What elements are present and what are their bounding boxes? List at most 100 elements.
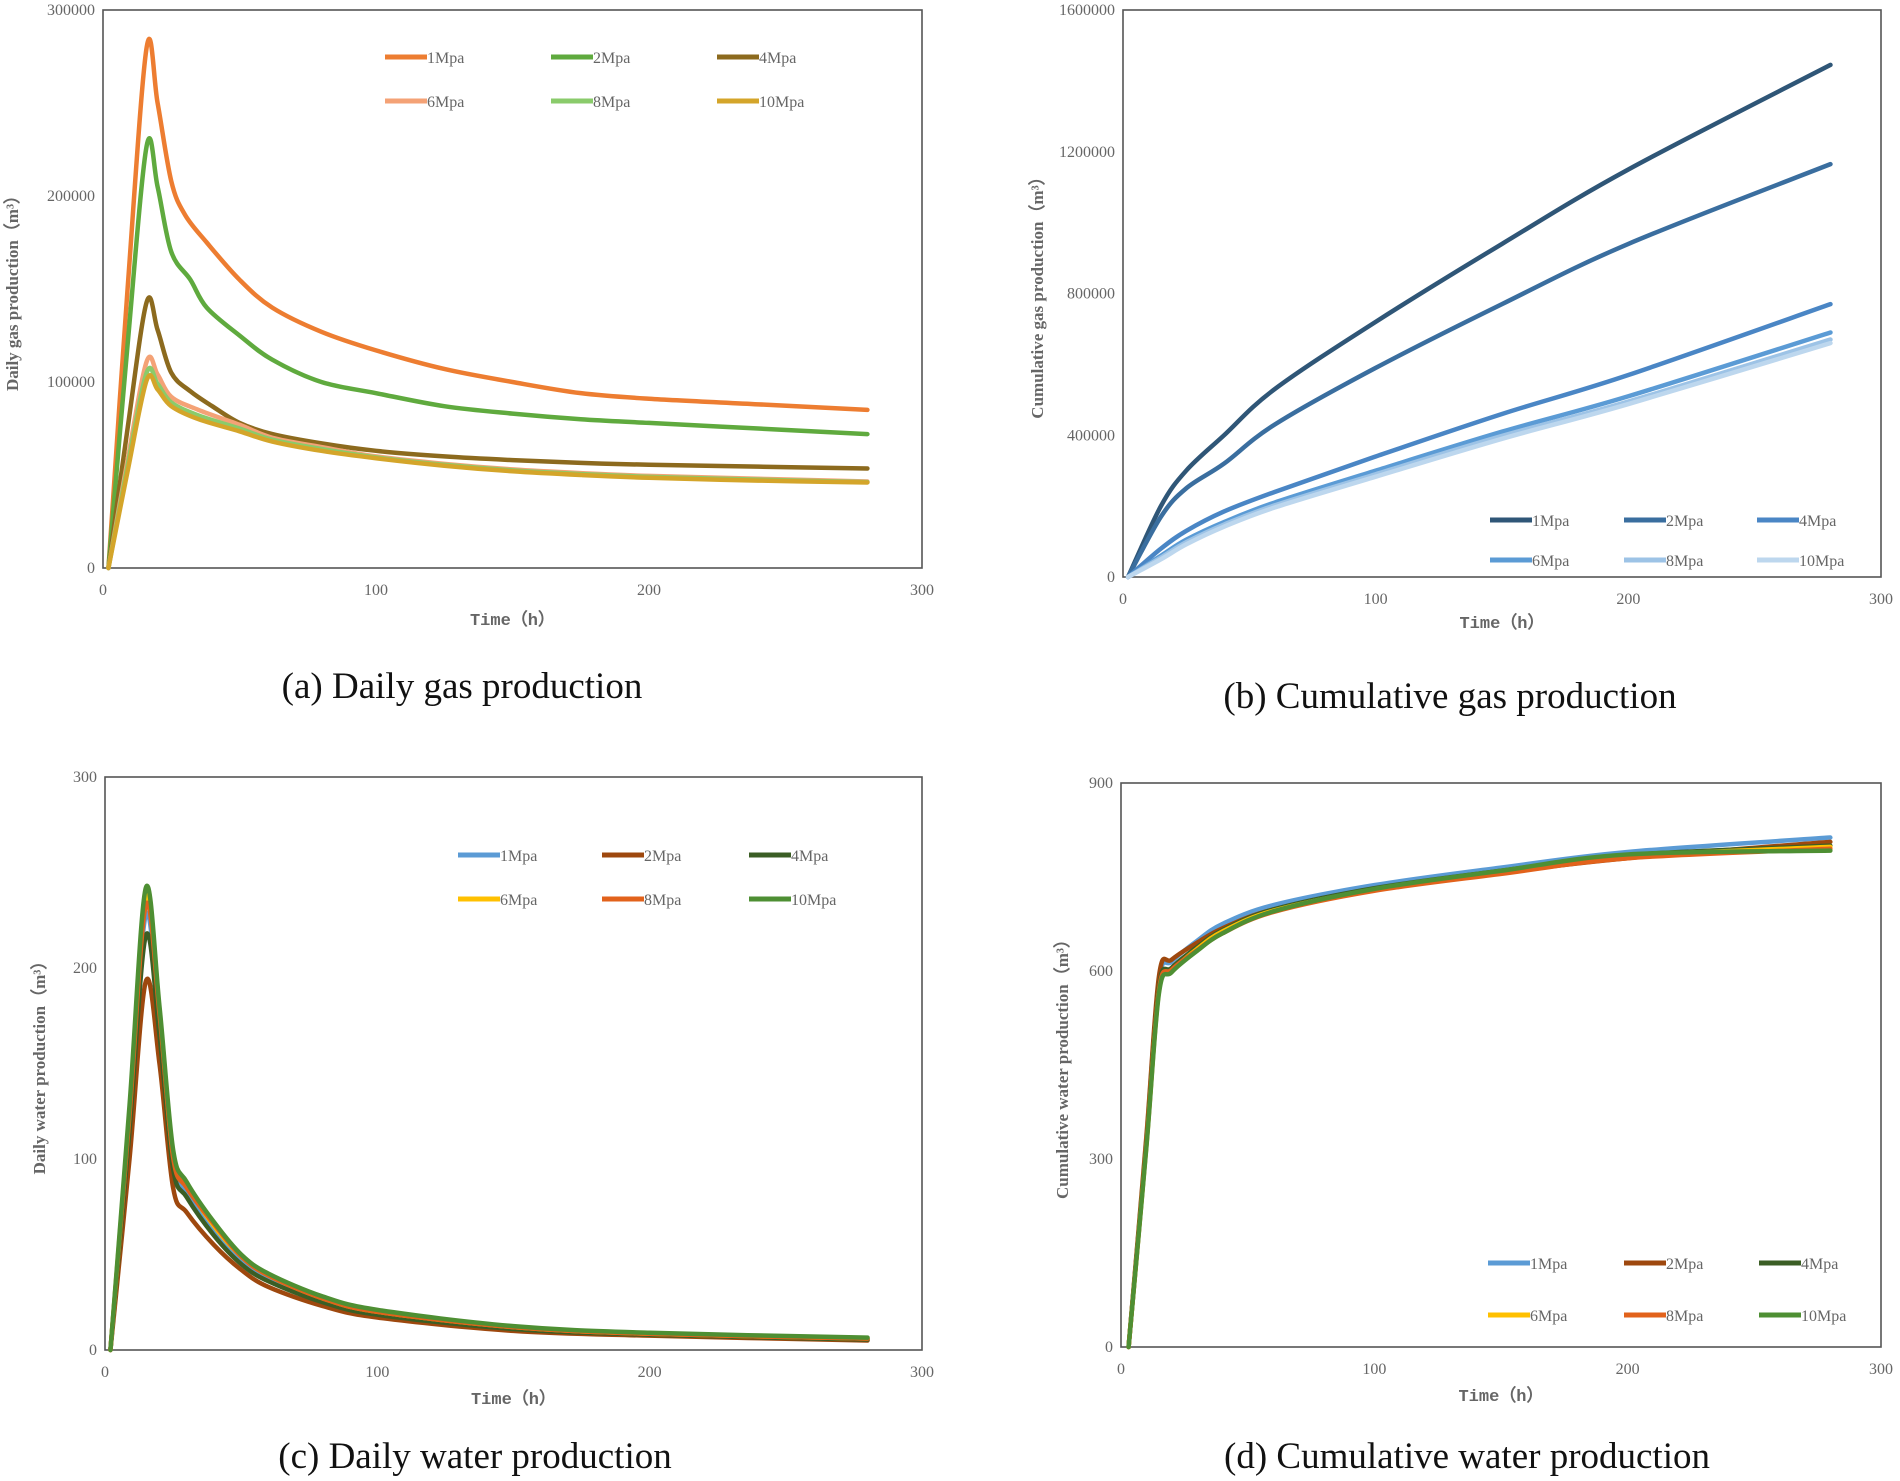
x-tick-label: 0 [99,582,107,599]
legend-label-10mpa: 10Mpa [759,94,804,111]
series-line-4mpa [1125,301,1833,580]
chart-cumulative-gas: 0 400000 800000 1200000 1600000 0 100 200 300 Tim… [1027,2,1893,634]
legend-label-2mpa: 2Mpa [593,50,630,67]
plot-area-frame [1122,9,1882,578]
legend-label-1mpa: 1Mpa [1530,1256,1567,1273]
series-line-10mpa [108,883,870,1353]
x-tick-label: 100 [364,582,388,599]
series-line-6mpa [108,891,870,1353]
legend-label-2mpa: 2Mpa [1666,1256,1703,1273]
series-line-2mpa [1125,161,1833,580]
y-tick-label: 0 [89,1342,97,1359]
series-line-4mpa [1126,843,1833,1350]
y-tick-label: 600 [1089,963,1113,980]
x-tick-label: 0 [1119,591,1127,608]
x-tick-label: 300 [1869,591,1893,608]
legend-label-8mpa: 8Mpa [1666,1308,1703,1325]
x-tick-label: 0 [1117,1361,1125,1378]
legend-label-6mpa: 6Mpa [1530,1308,1567,1325]
series-line-10mpa [106,372,870,571]
legend-label-1mpa: 1Mpa [1532,513,1569,530]
x-tick-label: 300 [1869,1361,1893,1378]
x-tick-label: 100 [1362,1361,1386,1378]
legend-label-10mpa: 10Mpa [1801,1308,1846,1325]
series-line-8mpa [1126,846,1833,1350]
series-line-8mpa [1125,337,1833,580]
series-line-10mpa [1125,340,1833,580]
x-tick-label: 0 [101,1364,109,1381]
y-tick-label: 200 [73,960,97,977]
series-line-2mpa [1126,839,1833,1350]
series-line-8mpa [108,900,870,1353]
y-axis-label: Daily water production（m³） [29,953,49,1175]
legend-label-4mpa: 4Mpa [1799,513,1836,530]
series-line-1mpa [106,36,870,571]
y-tick-label: 300000 [47,2,95,19]
legend-label-2mpa: 2Mpa [1666,513,1703,530]
y-axis-label: Daily gas production（m³） [2,187,22,391]
legend-label-1mpa: 1Mpa [427,50,464,67]
chart-daily-water: 0 100 200 300 0 100 200 300 Time（h） Daily water p… [29,769,934,1410]
series-line-1mpa [108,910,870,1353]
caption-cumulative-water: (d) Cumulative water production [1223,1436,1711,1477]
legend-label-6mpa: 6Mpa [427,94,464,111]
x-tick-label: 300 [910,1364,934,1381]
plot-area-frame [1120,782,1882,1348]
y-tick-label: 200000 [47,188,95,205]
series-line-4mpa [108,931,870,1353]
legend-label-6mpa: 6Mpa [500,892,537,909]
legend-label-4mpa: 4Mpa [1801,1256,1838,1273]
series-line-2mpa [106,135,870,571]
y-tick-label: 100 [73,1151,97,1168]
y-tick-label: 300 [1089,1151,1113,1168]
legend-label-8mpa: 8Mpa [593,94,630,111]
plot-area-frame [104,776,923,1351]
series-line-6mpa [106,354,870,571]
series-line-1mpa [1126,835,1833,1350]
caption-cumulative-gas: (b) Cumulative gas production [1223,676,1677,717]
legend-label-10mpa: 10Mpa [791,892,836,909]
y-tick-label: 0 [1105,1339,1113,1356]
x-tick-label: 200 [1616,591,1640,608]
series-line-8mpa [106,365,870,571]
legend-label-6mpa: 6Mpa [1532,553,1569,570]
x-axis-label: Time（h） [470,609,555,631]
y-tick-label: 0 [87,560,95,577]
x-axis-label: Time（h） [1459,612,1544,634]
y-tick-label: 900 [1089,775,1113,792]
caption-daily-water: (c) Daily water production [278,1436,672,1477]
series-line-1mpa [1125,62,1833,580]
x-tick-label: 300 [910,582,934,599]
x-tick-label: 200 [1616,1361,1640,1378]
x-tick-label: 100 [365,1364,389,1381]
x-tick-label: 200 [637,582,661,599]
y-tick-label: 300 [73,769,97,786]
series-line-10mpa [1126,848,1833,1350]
legend-label-2mpa: 2Mpa [644,848,681,865]
series-line-2mpa [108,976,870,1353]
series-line-6mpa [1125,330,1833,580]
y-axis-label: Cumulative gas production（m³） [1027,168,1047,418]
plot-area-frame [102,9,923,569]
legend-label-4mpa: 4Mpa [791,848,828,865]
x-tick-label: 100 [1364,591,1388,608]
y-tick-label: 0 [1107,569,1115,586]
legend-label-8mpa: 8Mpa [1666,553,1703,570]
chart-cumulative-water: 0 300 600 900 0 100 200 300 Time（h） Cumulative wa… [1052,775,1893,1407]
y-axis-label: Cumulative water production（m³） [1052,931,1072,1199]
legend-label-1mpa: 1Mpa [500,848,537,865]
legend-label-4mpa: 4Mpa [759,50,796,67]
y-tick-label: 1200000 [1059,144,1115,161]
y-tick-label: 800000 [1067,286,1115,303]
x-axis-label: Time（h） [1458,1385,1543,1407]
caption-daily-gas: (a) Daily gas production [281,666,643,707]
y-tick-label: 1600000 [1059,2,1115,19]
series-line-6mpa [1126,844,1833,1350]
y-tick-label: 100000 [47,374,95,391]
x-axis-label: Time（h） [471,1388,556,1410]
chart-daily-gas: 0 100000 200000 300000 0 100 200 300 Time（h） Dail… [2,2,934,631]
y-tick-label: 400000 [1067,427,1115,444]
x-tick-label: 200 [638,1364,662,1381]
legend-label-10mpa: 10Mpa [1799,553,1844,570]
